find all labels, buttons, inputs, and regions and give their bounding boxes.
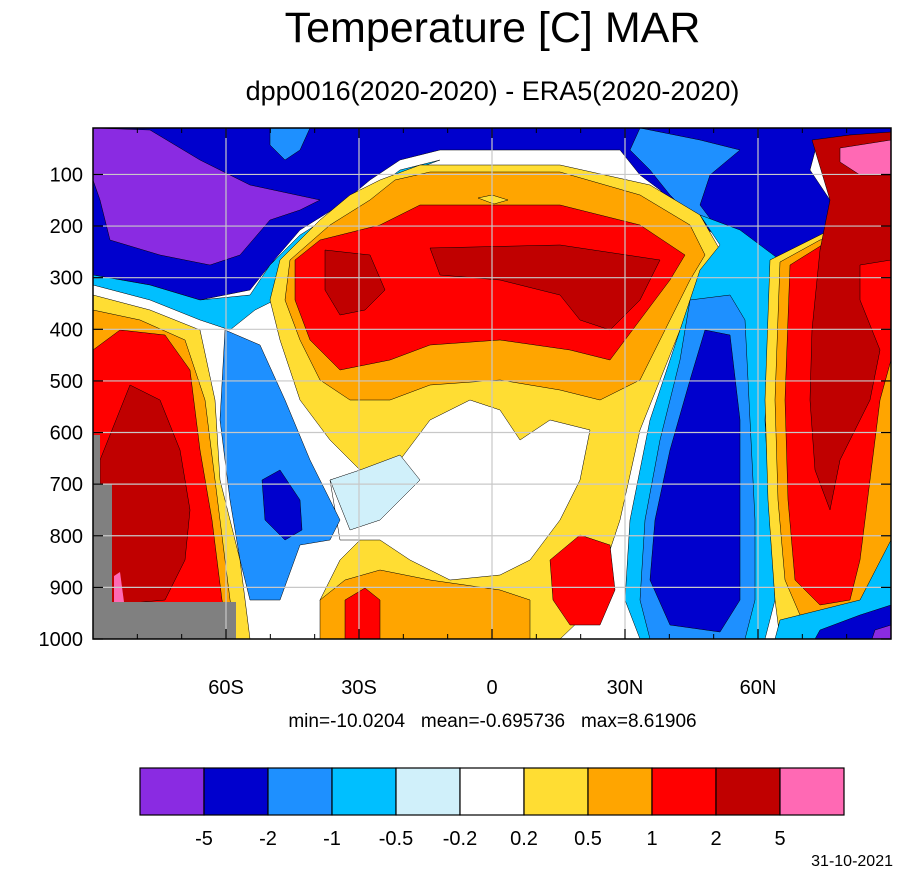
colorbar-label: 0.2 (510, 828, 538, 850)
date-stamp: 31-10-2021 (811, 853, 893, 870)
y-tick-label: 700 (50, 474, 83, 496)
field-tropics-yellow-spot (477, 194, 509, 205)
y-tick-label: 500 (50, 371, 83, 393)
colorbar-label: -5 (195, 828, 213, 850)
colorbar-swatch (331, 767, 397, 816)
grid-lines (93, 128, 891, 639)
colorbar: -5 -2 -1 -0.5 -0.2 0.2 0.5 1 2 5 (139, 767, 845, 850)
field-lower-lightblue (329, 454, 421, 531)
field-nh-surface-blue (814, 604, 891, 639)
y-tick-label: 100 (50, 164, 83, 186)
colorbar-label: 5 (774, 828, 785, 850)
y-tick-label: 600 (50, 423, 83, 445)
colorbar-swatch (267, 767, 333, 816)
colorbar-swatch (395, 767, 461, 816)
missing-data-terrain (93, 435, 236, 639)
colorbar-swatch (459, 767, 525, 816)
field-lower-red-2 (549, 534, 616, 626)
colorbar-swatch (715, 767, 781, 816)
x-tick-label: 30N (607, 677, 644, 699)
field-nh-deepblue-column (649, 329, 741, 633)
colorbar-swatch (651, 767, 717, 816)
field-lower-white (329, 399, 591, 581)
x-tick-label: 30S (341, 677, 377, 699)
colorbar-label: 0.5 (574, 828, 602, 850)
field-sh-deepblue-spot (261, 469, 303, 541)
field-strat-lightblue-1 (269, 128, 311, 161)
colorbar-swatch (203, 767, 269, 816)
colorbar-label: -0.5 (379, 828, 413, 850)
colorbar-label: 1 (646, 828, 657, 850)
y-tick-label: 900 (50, 577, 83, 599)
colorbar-swatch (587, 767, 653, 816)
chart-title: Temperature [C] MAR (284, 4, 701, 52)
field-nh-surface-purple (871, 624, 891, 639)
y-tick-label: 1000 (39, 629, 84, 651)
y-tick-label: 400 (50, 319, 83, 341)
colorbar-swatch (523, 767, 589, 816)
x-tick-label: 60N (740, 677, 777, 699)
colorbar-label: -1 (323, 828, 341, 850)
y-tick-label: 800 (50, 526, 83, 548)
axes: 60S 30S 0 30N 60N 100 200 300 400 500 600 700 800 900… (39, 128, 891, 699)
chart-subtitle: dpp0016(2020-2020) - ERA5(2020-2020) (245, 76, 740, 106)
field-tropics-darkred-1 (324, 249, 386, 316)
y-tick-label: 300 (50, 268, 83, 290)
colorbar-swatch (779, 767, 845, 816)
field-lower-red-1 (344, 587, 381, 639)
stats-text: min=-10.0204 mean=-0.695736 max=8.61906 (288, 711, 697, 732)
field-sh-blue-column (219, 329, 341, 601)
x-tick-label: 0 (486, 677, 497, 699)
y-tick-label: 200 (50, 216, 83, 238)
colorbar-label: -2 (259, 828, 277, 850)
field-strat-purple (93, 128, 321, 266)
colorbar-label: -0.2 (443, 828, 477, 850)
colorbar-label: 2 (710, 828, 721, 850)
x-tick-label: 60S (208, 677, 244, 699)
colorbar-swatch (139, 767, 205, 816)
